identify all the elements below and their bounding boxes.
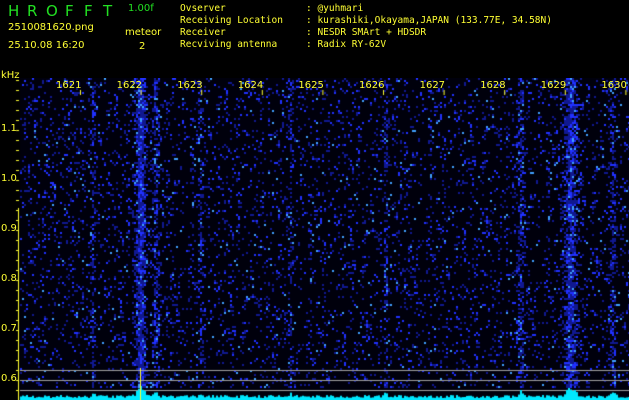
y-tick-label: 0.6	[1, 373, 17, 384]
version: 1.00f	[128, 3, 154, 14]
meteor-label: meteor	[125, 27, 162, 38]
title-letter: F	[84, 2, 93, 20]
time-label: 1624	[237, 80, 264, 91]
y-tick-label: 0.7	[1, 323, 17, 334]
filename: 2510081620.png	[8, 22, 94, 33]
time-label: 1623	[177, 80, 203, 91]
time-label: 1629	[540, 80, 567, 91]
info-observer: Ovserver: @yuhmari	[180, 3, 364, 14]
info-value: @yuhmari	[317, 3, 364, 14]
title-letter: O	[46, 2, 58, 20]
time-label: 1622	[116, 80, 143, 91]
meteor-count: 2	[139, 41, 146, 52]
time-label: 1621	[56, 80, 82, 91]
time-label: 1626	[359, 80, 385, 91]
info-key: Receiving Location	[180, 15, 283, 26]
info-antenna: Recviving antenna: Radix RY-62V	[180, 39, 387, 50]
title-letter: F	[65, 2, 74, 20]
info-key: Receiver	[180, 27, 226, 38]
info-value: kurashiki,Okayama,JAPAN (133.77E, 34.58N…	[317, 15, 552, 26]
title-letter: T	[103, 2, 113, 20]
y-tick-label: 1.0	[1, 173, 17, 184]
info-value: Radix RY-62V	[317, 39, 387, 50]
info-location: Receiving Location: kurashiki,Okayama,JA…	[180, 15, 552, 26]
datetime: 25.10.08 16:20	[8, 40, 85, 51]
spectrogram	[0, 78, 629, 400]
info-key: Ovserver	[180, 3, 226, 14]
time-label: 1625	[298, 80, 324, 91]
y-tick-label: 1.1	[1, 123, 17, 134]
y-tick-label: 0.8	[1, 273, 17, 284]
info-key: Recviving antenna	[180, 39, 278, 50]
title-letter: R	[27, 2, 38, 20]
title-letter: H	[8, 2, 20, 20]
y-tick-label: 0.9	[1, 223, 17, 234]
y-axis-unit: kHz	[1, 70, 20, 81]
time-label: 1630	[601, 80, 627, 91]
time-label: 1628	[480, 80, 506, 91]
info-value: NESDR SMArt + HDSDR	[317, 27, 427, 38]
info-receiver: Receiver: NESDR SMArt + HDSDR	[180, 27, 427, 38]
time-label: 1627	[419, 80, 446, 91]
